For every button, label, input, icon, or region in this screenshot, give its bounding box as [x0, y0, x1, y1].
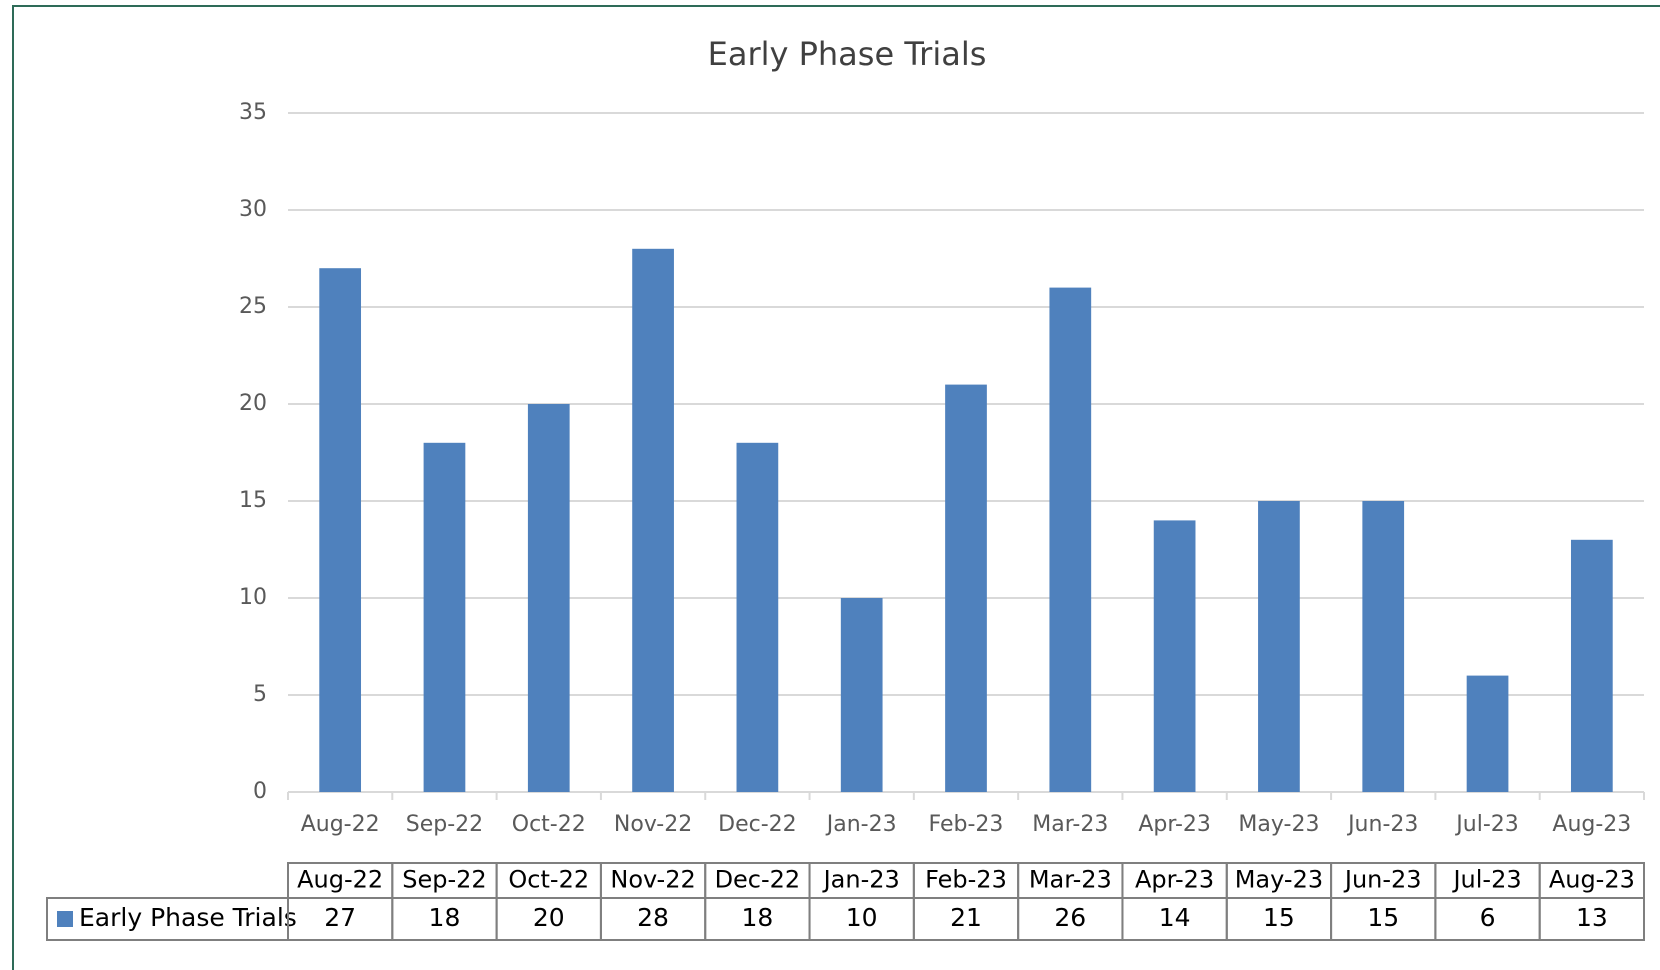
- bar: [1049, 287, 1092, 792]
- table-value: 27: [324, 903, 356, 932]
- x-tick-label: Apr-23: [1138, 812, 1211, 837]
- x-tick-label: Mar-23: [1032, 812, 1108, 837]
- bar: [1362, 501, 1405, 792]
- x-tick-label: Jan-23: [825, 812, 897, 837]
- bar: [1466, 675, 1509, 792]
- bar: [1570, 539, 1613, 792]
- table-header: Jul-23: [1451, 866, 1521, 894]
- table-cell: [1538, 862, 1645, 899]
- table-value: 21: [950, 903, 982, 932]
- bar: [319, 268, 362, 792]
- table-value: 20: [533, 903, 565, 932]
- y-tick-label: 20: [239, 391, 267, 416]
- x-tick-label: Oct-22: [512, 812, 586, 837]
- x-tick-label: Feb-23: [929, 812, 1004, 837]
- table-value: 15: [1263, 903, 1295, 932]
- table-value: 28: [637, 903, 669, 932]
- y-tick-label: 10: [239, 585, 267, 610]
- table-header: Jun-23: [1343, 866, 1422, 894]
- x-tick-label: Nov-22: [614, 812, 692, 837]
- y-tick-label: 5: [253, 682, 267, 707]
- y-tick-label: 35: [239, 100, 267, 125]
- table-value: 18: [429, 903, 461, 932]
- table-header: Dec-22: [715, 866, 801, 894]
- legend-label: Early Phase Trials: [79, 903, 297, 932]
- table-header: Jan-23: [822, 866, 900, 894]
- table-header: Aug-23: [1549, 866, 1635, 894]
- y-tick-label: 30: [239, 197, 267, 222]
- bar: [423, 442, 466, 792]
- x-tick-label: Jul-23: [1454, 812, 1518, 837]
- table-header: Oct-22: [508, 866, 589, 894]
- table-header: Apr-23: [1135, 866, 1214, 894]
- x-tick-label: Dec-22: [718, 812, 797, 837]
- x-tick-label: May-23: [1238, 812, 1319, 837]
- bar: [1153, 520, 1196, 792]
- table-header: Sep-22: [402, 866, 486, 894]
- bar: [632, 248, 674, 793]
- table-value: 15: [1367, 903, 1399, 932]
- y-tick-label: 25: [239, 294, 267, 319]
- table-header: Feb-23: [925, 866, 1007, 894]
- x-tick-label: Sep-22: [406, 812, 483, 837]
- legend-key: [57, 911, 73, 927]
- table-value: 6: [1480, 903, 1496, 932]
- table-header: Mar-23: [1029, 866, 1112, 894]
- bar: [527, 404, 570, 792]
- table-value: 10: [846, 903, 878, 932]
- table-value: 13: [1576, 903, 1608, 932]
- bar: [840, 598, 883, 792]
- bar: [1258, 501, 1300, 792]
- chart-frame: [12, 5, 1660, 970]
- bar: [736, 442, 779, 792]
- table-value: 26: [1054, 903, 1086, 932]
- x-tick-label: Aug-23: [1552, 812, 1631, 837]
- y-tick-label: 15: [239, 488, 267, 513]
- table-header: Aug-22: [297, 866, 383, 894]
- table-header: Nov-22: [610, 866, 695, 894]
- y-tick-label: 0: [253, 779, 267, 804]
- chart-title: Early Phase Trials: [708, 35, 987, 73]
- bar: [945, 384, 987, 792]
- table-header: May-23: [1235, 866, 1323, 894]
- x-tick-label: Aug-22: [301, 812, 380, 837]
- x-tick-label: Jun-23: [1346, 812, 1418, 837]
- table-value: 14: [1159, 903, 1191, 932]
- table-value: 18: [741, 903, 773, 932]
